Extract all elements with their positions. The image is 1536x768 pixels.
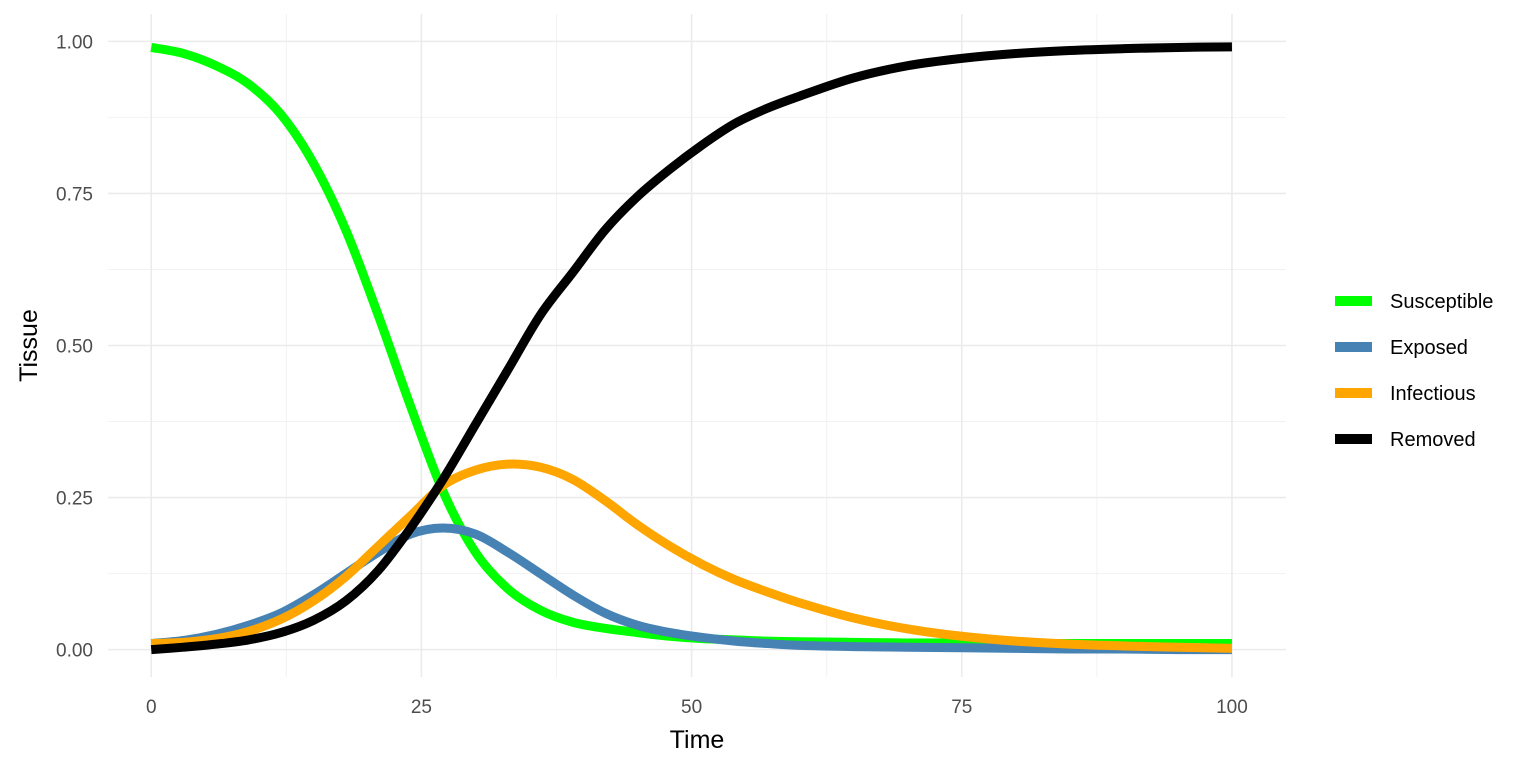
legend: Susceptible Exposed Infectious Removed — [1335, 291, 1493, 451]
minor-grid — [108, 14, 1286, 677]
y-tick-label: 1.00 — [56, 32, 93, 53]
legend-key-infectious — [1335, 388, 1372, 398]
x-axis-ticks: 0 25 50 75 100 — [146, 697, 1248, 718]
series-lines — [150, 42, 1233, 655]
x-tick-label: 50 — [681, 697, 702, 718]
legend-key-susceptible — [1335, 296, 1372, 306]
x-tick-label: 25 — [411, 697, 432, 718]
y-axis-title: Tissue — [15, 309, 43, 382]
legend-label: Exposed — [1390, 337, 1468, 359]
legend-key-exposed — [1335, 342, 1372, 352]
y-tick-label: 0.75 — [56, 184, 93, 205]
y-tick-label: 0.50 — [56, 337, 93, 358]
legend-label: Susceptible — [1390, 291, 1493, 313]
legend-label: Infectious — [1390, 383, 1476, 405]
y-tick-label: 0.25 — [56, 489, 93, 510]
legend-label: Removed — [1390, 429, 1476, 451]
series-line-removed — [150, 42, 1233, 655]
y-tick-label: 0.00 — [56, 641, 93, 662]
legend-key-removed — [1335, 434, 1372, 444]
series-line-infectious — [151, 459, 1233, 653]
x-tick-label: 0 — [146, 697, 157, 718]
x-axis-title: Time — [670, 726, 725, 754]
series-line-susceptible — [150, 43, 1232, 649]
x-tick-label: 100 — [1216, 697, 1248, 718]
y-axis-ticks: 0.00 0.25 0.50 0.75 1.00 — [56, 32, 93, 661]
x-tick-label: 75 — [951, 697, 972, 718]
series-line-exposed — [150, 523, 1232, 655]
